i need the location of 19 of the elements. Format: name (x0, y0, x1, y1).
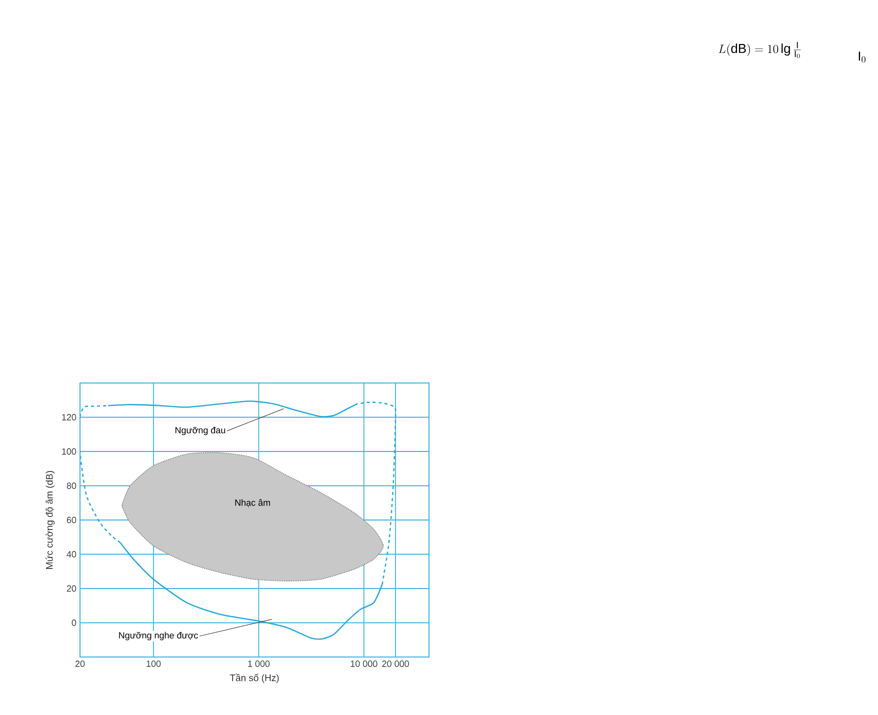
x-tick-label: 10 000 (350, 660, 378, 667)
text: Ngưỡng nghe được (119, 632, 198, 640)
y-tick-label: 100 (62, 448, 76, 455)
y-tick-label: 120 (62, 414, 76, 420)
y-axis-title: Mức cường độ âm (dB) (46, 471, 55, 569)
text: $L(\mathrm{dB}) = 10\,\mathrm{lg}\,\frac{\mathrm{I}}{\mathrm{I}_0}$ (718, 42, 801, 58)
x-tick-label: 20 (75, 660, 85, 667)
x-axis-title: Tần số (Hz) (230, 674, 279, 684)
y-tick-label: 40 (66, 551, 76, 558)
text: Ngưỡng đau (175, 426, 226, 436)
y-tick-label: 20 (66, 585, 76, 592)
x-tick-label: 1 000 (248, 660, 270, 667)
series-label: Nhạc âm (235, 499, 270, 508)
y-tick-label: 0 (72, 620, 76, 626)
x-tick-label: 100 (146, 660, 161, 667)
y-tick-label: 80 (66, 482, 76, 489)
text: $\mathrm{I}_0$ (858, 52, 866, 63)
x-tick-label: 20 000 (382, 660, 409, 667)
y-tick-label: 60 (66, 516, 76, 524)
